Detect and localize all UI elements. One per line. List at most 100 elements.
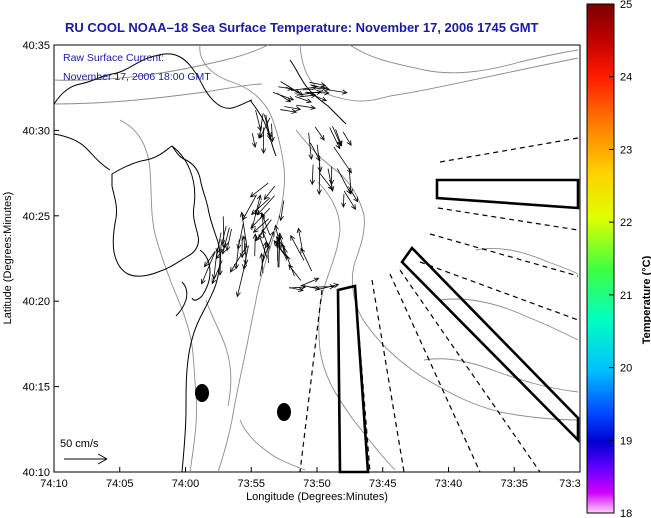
subtitle-line-1: Raw Surface Current:	[63, 52, 164, 64]
current-vector	[332, 126, 342, 147]
colorbar-tick-label: 19	[620, 435, 632, 447]
current-vector	[308, 132, 314, 160]
x-tick-label: 73:35	[500, 478, 528, 490]
current-vector	[314, 126, 325, 141]
current-vector	[333, 146, 352, 174]
current-vector	[343, 190, 356, 210]
current-vector	[275, 236, 288, 253]
current-vector	[256, 195, 275, 216]
current-vector	[260, 212, 271, 236]
current-vector	[215, 242, 229, 260]
x-tick-label: 74:05	[106, 478, 134, 490]
coastline	[53, 53, 347, 473]
scale-arrow-label: 50 cm/s	[60, 438, 99, 450]
map-panel: Raw Surface Current: November 17, 2006 1…	[53, 44, 581, 474]
y-axis-label: Latitude (Degrees:Minutes)	[2, 192, 14, 325]
scale-arrow	[64, 453, 108, 465]
y-tick-label: 40:30	[22, 125, 50, 137]
x-tick-label: 74:10	[40, 478, 68, 490]
current-vector	[291, 85, 318, 91]
current-vector	[316, 163, 322, 195]
current-vector	[229, 245, 248, 273]
surface-current-vectors	[200, 81, 359, 298]
current-vector	[302, 85, 328, 91]
current-vector	[310, 84, 331, 91]
current-vector	[285, 254, 295, 277]
current-vector	[280, 108, 298, 114]
x-axis-ticks: 74:10 74:05 74:00 73:55 73:50 73:45 73:40 73:35…	[40, 467, 581, 490]
colorbar-tick-label: 20	[620, 363, 632, 375]
current-vector	[242, 245, 249, 270]
colorbar-tick-label: 23	[620, 144, 632, 156]
x-axis-label: Longitude (Degrees:Minutes)	[246, 491, 388, 503]
colorbar-tick-label: 22	[620, 217, 632, 229]
y-tick-label: 40:20	[22, 296, 50, 308]
current-vector	[269, 123, 275, 143]
colorbar-label: Temperature (°C)	[641, 255, 651, 344]
current-vector	[327, 89, 348, 95]
current-vector	[300, 277, 320, 287]
current-vector	[203, 251, 216, 268]
subtitle-line-2: November 17, 2006 18:00 GMT	[63, 71, 211, 83]
current-vector	[335, 129, 343, 147]
current-vector	[239, 211, 248, 248]
colorbar-tick-label: 18	[620, 508, 632, 518]
current-vector	[309, 164, 315, 186]
current-vector	[249, 182, 269, 198]
x-tick-label: 73:55	[237, 478, 265, 490]
current-vector	[306, 91, 328, 102]
current-vector	[278, 200, 285, 222]
colorbar-tick-label: 21	[620, 290, 632, 302]
current-vector	[300, 247, 313, 272]
colorbar	[586, 3, 615, 514]
current-vector	[261, 127, 267, 154]
x-tick-label: 73:50	[303, 478, 331, 490]
current-vector	[255, 110, 263, 132]
current-vector	[284, 106, 302, 112]
colorbar-tick-label: 24	[620, 72, 632, 84]
bathymetry-contours	[53, 44, 579, 473]
current-vector	[251, 194, 262, 231]
current-vector	[200, 251, 216, 285]
x-tick-label: 73:45	[369, 478, 397, 490]
x-tick-label: 73:3	[559, 478, 580, 490]
current-vector	[305, 90, 330, 96]
current-vector	[289, 287, 304, 292]
current-vector	[263, 185, 276, 201]
y-tick-label: 40:25	[22, 211, 50, 223]
y-tick-label: 40:35	[22, 40, 50, 52]
current-vector	[329, 166, 335, 186]
current-vector	[327, 168, 335, 192]
current-vector	[341, 194, 346, 208]
current-vector	[329, 127, 341, 150]
current-vector	[285, 86, 301, 94]
current-vector	[296, 227, 304, 253]
x-tick-label: 73:40	[435, 478, 463, 490]
current-vector	[261, 230, 275, 264]
x-tick-label: 74:00	[172, 478, 200, 490]
hf-radar-beams	[336, 178, 580, 474]
current-vector	[241, 235, 247, 255]
current-vector	[225, 228, 232, 252]
current-vector	[348, 186, 359, 203]
current-vector	[316, 283, 340, 291]
station-marker	[195, 384, 209, 402]
current-vector	[295, 96, 312, 104]
current-vector	[215, 232, 222, 255]
current-vector	[252, 218, 270, 233]
current-vector	[290, 234, 305, 261]
station-marker	[277, 403, 291, 421]
map-frame	[53, 44, 581, 473]
y-tick-label: 40:15	[22, 382, 50, 394]
current-vector	[252, 233, 258, 257]
current-vector	[251, 197, 271, 216]
y-axis-ticks: 40:35 40:30 40:25 40:20 40:15 40:10	[22, 40, 59, 479]
current-vector	[251, 133, 257, 148]
current-vector	[296, 104, 316, 111]
current-vector	[259, 117, 271, 139]
current-vector	[220, 226, 227, 246]
figure-title: RU COOL NOAA–18 Sea Surface Temperature:…	[65, 20, 539, 35]
y-tick-label: 40:10	[22, 467, 50, 479]
current-vector	[217, 244, 223, 276]
